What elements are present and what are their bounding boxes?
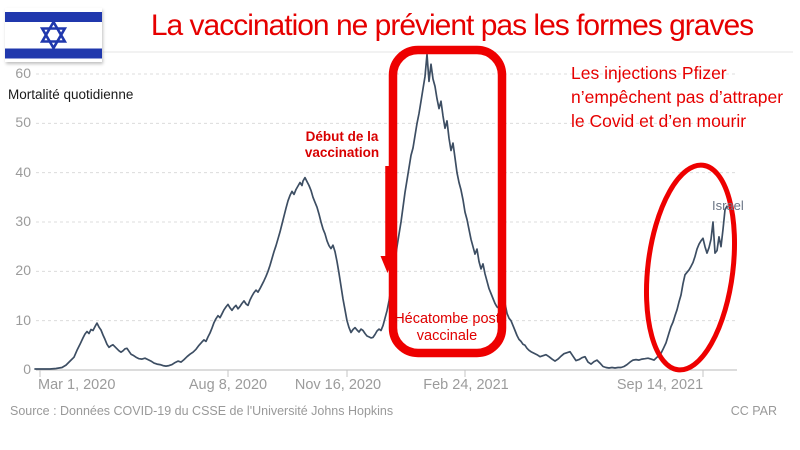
annotation-line: Les injections Pfizer bbox=[571, 63, 727, 83]
series-label: Israel bbox=[712, 198, 744, 213]
vaccination-start-arrowhead bbox=[380, 256, 395, 273]
annotation-line: Début de la bbox=[305, 129, 379, 144]
annotation-line: Hécatombe post bbox=[394, 311, 500, 327]
israel-flag-graphic bbox=[5, 8, 102, 62]
page-title: La vaccination ne prévient pas les forme… bbox=[150, 9, 754, 42]
annotation-line: vaccination bbox=[304, 145, 380, 160]
annotation-line: n’empêchent pas d’attraper bbox=[571, 87, 784, 107]
annotation-line: le Covid et d’en mourir bbox=[571, 111, 747, 131]
annotation-vaccination-start: Début de la vaccination bbox=[300, 129, 384, 161]
source-note: Source : Données COVID-19 du CSSE de l'U… bbox=[10, 404, 394, 418]
fourth-wave-highlight-ellipse bbox=[643, 162, 738, 373]
annotation-hecatombe: Hécatombe post vaccinale bbox=[390, 311, 504, 344]
annotation-pfizer: Les injections Pfizer n’empêchent pas d’… bbox=[571, 61, 783, 133]
license-note: CC PAR bbox=[730, 404, 777, 418]
hecatombe-highlight-box bbox=[388, 45, 507, 358]
y-axis-title: Mortalité quotidienne bbox=[8, 87, 134, 102]
israel-flag-icon bbox=[5, 8, 102, 62]
annotation-line: vaccinale bbox=[416, 327, 478, 344]
mortality-line-series bbox=[34, 53, 728, 370]
